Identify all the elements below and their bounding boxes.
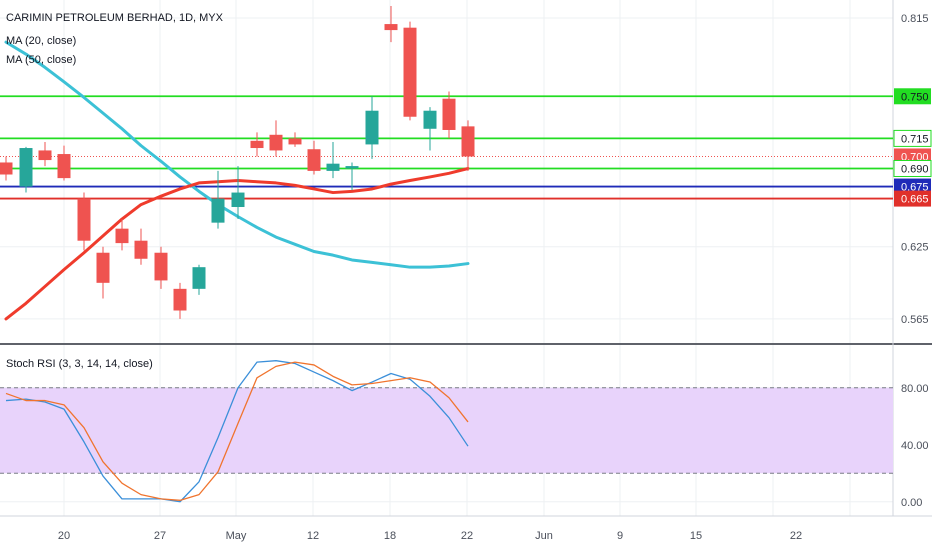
stoch-tick-80.00: 80.00 (901, 383, 929, 395)
ma20-line (4, 166, 470, 321)
candle-body (115, 228, 129, 244)
candle-2020-04-30 (192, 264, 206, 295)
candle-2020-04-17 (19, 146, 33, 193)
candle-body (134, 240, 148, 259)
stoch-tick-0.00: 0.00 (901, 497, 922, 509)
time-tick-9: 9 (617, 530, 623, 542)
stoch-overbought-oversold-band (0, 387, 893, 474)
candle-2020-04-20 (38, 142, 52, 167)
price-tag-0.690: 0.690 (901, 163, 929, 175)
candle-body (384, 24, 398, 31)
candle-body (345, 166, 359, 169)
time-tick-May: May (226, 530, 247, 542)
candle-body (403, 27, 417, 117)
candle-2020-05-20 (423, 107, 437, 151)
price-tick-0.815: 0.815 (901, 13, 929, 25)
candle-body (77, 198, 91, 241)
candle-2020-05-06 (250, 132, 264, 157)
stoch-rsi-legend[interactable]: Stoch RSI (3, 3, 14, 14, close) (6, 358, 153, 370)
price-tag-0.750: 0.750 (901, 91, 929, 103)
price-tag-0.715: 0.715 (901, 133, 929, 145)
candle-2020-04-28 (154, 246, 168, 289)
time-tick-22: 22 (790, 530, 802, 542)
time-tick-27: 27 (154, 530, 166, 542)
candle-2020-04-22 (77, 192, 91, 251)
candle-2020-05-22 (461, 120, 475, 171)
stoch-k-line (5, 360, 469, 503)
candle-2020-04-29 (173, 282, 187, 319)
candle-body (423, 110, 437, 129)
candle-2020-05-08 (288, 132, 302, 147)
time-tick-Jun: Jun (535, 530, 553, 542)
stoch-rsi-band (0, 387, 893, 474)
candle-body (365, 110, 379, 145)
candle-2020-05-13 (345, 162, 359, 191)
time-tick-20: 20 (58, 530, 70, 542)
price-tag-bg (893, 129, 932, 147)
candle-2020-05-12 (326, 142, 340, 179)
candle-2020-05-11 (307, 140, 321, 175)
price-tag-bg (894, 178, 931, 195)
price-tag-bg (894, 190, 931, 207)
symbol-title: CARIMIN PETROLEUM BERHAD, 1D, MYX (6, 12, 223, 24)
candle-body (326, 163, 340, 171)
time-tick-15: 15 (690, 530, 702, 542)
price-tick-0.625: 0.625 (901, 242, 929, 254)
candle-body (231, 192, 245, 208)
candle-body (19, 148, 33, 187)
candle-body (307, 149, 321, 171)
price-tag-bg (893, 159, 932, 177)
ma50-legend[interactable]: MA (50, close) (6, 54, 77, 66)
horizontal-levels[interactable] (0, 95, 893, 200)
stoch-rsi-lines (5, 360, 469, 503)
ma20-legend[interactable]: MA (20, close) (6, 35, 77, 47)
candle-body (288, 138, 302, 145)
candlesticks[interactable] (0, 6, 475, 319)
candle-body (96, 252, 110, 283)
candle-2020-04-27 (134, 228, 148, 265)
candle-2020-05-18 (384, 6, 398, 43)
price-tick-0.565: 0.565 (901, 314, 929, 326)
candle-2020-05-04 (211, 170, 225, 229)
candle-body (173, 288, 187, 311)
price-tag-0.665: 0.665 (901, 194, 929, 206)
candle-2020-05-15 (365, 96, 379, 159)
candle-2020-05-21 (442, 91, 456, 139)
candle-2020-04-24 (115, 219, 129, 251)
time-tick-18: 18 (384, 530, 396, 542)
candle-body (192, 267, 206, 289)
price-tag-bg (894, 88, 931, 105)
ma50-line (4, 40, 470, 269)
candle-body (154, 252, 168, 281)
moving-averages (4, 40, 470, 321)
candle-body (211, 198, 225, 223)
time-tick-12: 12 (307, 530, 319, 542)
time-axis[interactable]: 20 27 May 12 18 22 Jun 9 15 22 (58, 530, 802, 542)
candle-2020-04-16 (0, 156, 13, 181)
candle-2020-05-19 (403, 21, 417, 121)
candle-2020-05-05 (231, 166, 245, 220)
candle-body (250, 140, 264, 149)
candle-2020-04-21 (57, 145, 71, 181)
stoch-d-line (5, 361, 469, 501)
price-axis[interactable]: 0.8150.7500.7150.7000.6900.6750.6650.625… (893, 13, 932, 509)
candle-body (442, 98, 456, 130)
candle-body (461, 126, 475, 157)
candle-2020-05-07 (269, 120, 283, 157)
candle-body (57, 154, 71, 179)
candle-body (38, 150, 52, 161)
candle-body (269, 134, 283, 151)
time-tick-22: 22 (461, 530, 473, 542)
price-tag-0.675: 0.675 (901, 182, 929, 194)
stoch-tick-40.00: 40.00 (901, 440, 929, 452)
candle-2020-04-23 (96, 246, 110, 299)
candle-body (0, 162, 13, 175)
